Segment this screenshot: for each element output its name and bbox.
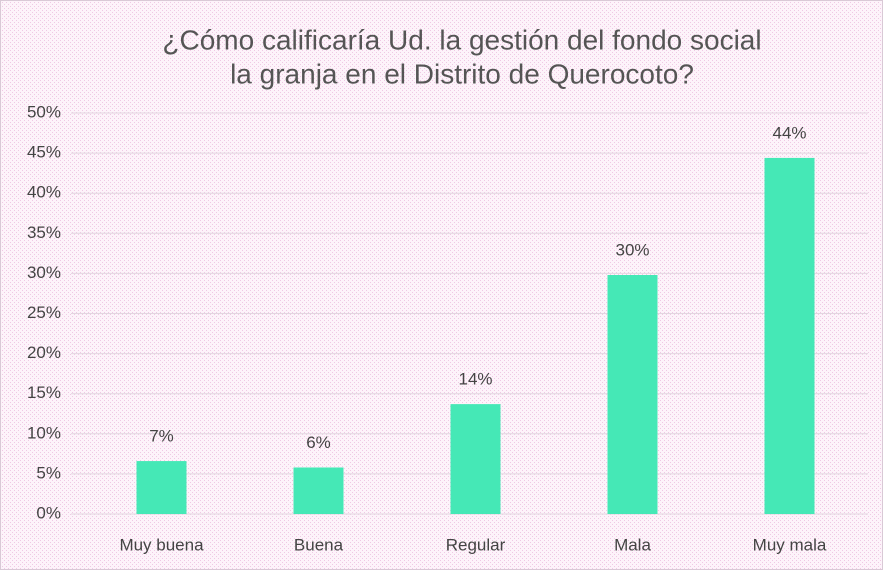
chart-title: la granja en el Distrito de Querocoto? [230,58,694,89]
bar [136,461,187,514]
chart-title: ¿Cómo calificaría Ud. la gestión del fon… [162,24,761,55]
y-tick-label: 15% [27,383,61,402]
y-tick-label: 40% [27,183,61,202]
y-tick-label: 50% [27,102,61,121]
x-tick-label: Regular [446,535,506,554]
data-label: 6% [306,433,331,452]
bar [607,275,658,514]
y-tick-label: 35% [27,223,61,242]
x-tick-label: Muy mala [753,535,827,554]
y-tick-label: 45% [27,143,61,162]
y-tick-label: 0% [36,503,61,522]
data-label: 30% [615,240,649,259]
y-tick-label: 20% [27,343,61,362]
y-tick-label: 25% [27,303,61,322]
x-tick-label: Muy buena [119,535,204,554]
x-tick-label: Buena [294,535,344,554]
y-tick-label: 5% [36,463,61,482]
data-label: 7% [149,427,174,446]
bar [450,404,501,514]
data-label: 14% [458,370,492,389]
bar [293,467,344,514]
y-tick-label: 30% [27,263,61,282]
x-tick-label: Mala [614,535,651,554]
y-tick-label: 10% [27,423,61,442]
bar [764,157,815,515]
data-label: 44% [772,123,806,142]
